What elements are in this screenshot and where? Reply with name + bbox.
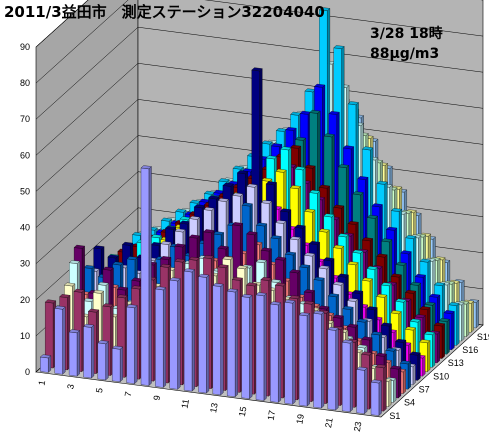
gridline [35,26,484,120]
x-tick-label: 11 [179,398,190,409]
depth-tick-label: S7 [419,385,430,395]
bar-S1-h9 [154,286,167,388]
gridline [35,0,483,48]
y-tick-label: 40 [20,223,30,233]
y-tick-label: 0 [25,367,30,377]
depth-tick-label: S16 [462,345,478,355]
x-tick-label: 21 [323,417,335,429]
bar-S1-h13 [212,283,224,396]
bar-S1-h22 [341,339,354,413]
bar-S1-h4 [83,323,95,379]
depth-tick-label: S1 [389,411,400,421]
y-tick-label: 30 [20,259,30,269]
bar-S1-h17 [269,301,282,403]
bar-S1-h3 [68,329,81,377]
bar-S1-h23 [356,366,368,415]
bar-S1-h19 [298,312,311,407]
x-tick-label: 17 [266,410,278,422]
y-tick-label: 60 [20,150,30,160]
bar-S1-h16 [255,292,267,401]
x-tick-label: 23 [352,421,364,433]
bar-S1-h24 [370,379,382,416]
x-tick-label: 7 [123,391,134,398]
peak-annotation-time: 3/28 18時 [370,25,443,42]
chart-bars [39,7,480,416]
x-tick-label: 1 [36,380,47,387]
chart-title: 2011/3益田市 測定ステーション32204040 [4,3,325,21]
bar-S1-h2 [54,305,66,375]
x-tick-label: 19 [294,413,306,425]
y-tick-label: 80 [20,78,30,88]
x-tick-label: 13 [208,402,220,414]
bar-S1-h10 [169,277,181,390]
bar-S1-h12 [198,273,210,394]
bar-S1-h8 [140,165,152,386]
bar-S1-h21 [327,326,339,411]
bar-S1-h14 [226,288,239,398]
bar-S1-h5 [97,340,109,381]
bar-S1-h7 [126,304,138,385]
bar-S1-h15 [241,294,253,400]
x-tick-label: 9 [151,395,162,402]
depth-tick-label: S19 [477,332,489,342]
gridline [35,99,484,192]
x-tick-label: 15 [237,406,249,418]
x-tick-label: 3 [65,383,76,390]
x-tick-label: 5 [94,387,105,394]
y-tick-label: 90 [20,42,30,52]
y-tick-label: 70 [20,114,30,124]
depth-tick-label: S4 [404,398,415,408]
bar-S1-h18 [284,299,296,405]
bar-S1-h6 [111,345,124,383]
depth-tick-label: S10 [433,371,449,381]
y-tick-label: 20 [20,295,30,305]
depth-tick-label: S13 [448,358,464,368]
y-tick-label: 50 [20,186,30,196]
bar-S1-h11 [183,268,196,392]
bar-S1-h20 [313,310,325,409]
y-tick-label: 10 [20,331,30,341]
y-axis-ticks: 0 10 20 30 40 50 60 70 80 90 [20,42,30,377]
bar-S1-h1 [39,354,52,373]
gridline [35,63,484,156]
peak-annotation-value: 88μg/m3 [370,46,439,62]
gridline [35,0,484,84]
